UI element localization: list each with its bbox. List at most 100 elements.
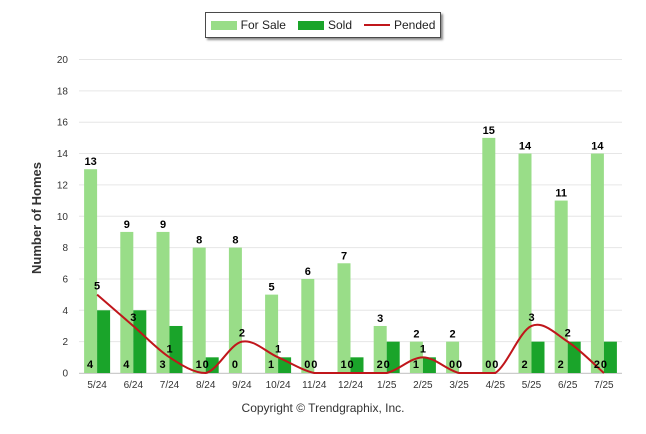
data-label-pended: 2 (565, 328, 571, 340)
data-label-for-sale: 6 (305, 266, 311, 278)
x-tick-label: 11/24 (302, 380, 327, 391)
bar-sold (97, 310, 111, 373)
bar-for-sale (156, 231, 170, 373)
legend-swatch (210, 20, 237, 30)
data-label-sold: 1 (413, 359, 419, 371)
data-label-sold: 0 (304, 359, 310, 371)
bar-sold (169, 325, 183, 373)
data-label-for-sale: 8 (232, 235, 238, 247)
bar-for-sale (192, 247, 206, 373)
x-axis-ticks: 5/24 6/24 7/24 8/24 9/24 10/24 11/24 12/24 1/25 2… (87, 380, 614, 391)
pended-line-path (96, 293, 605, 375)
data-label-for-sale: 14 (591, 141, 604, 153)
y-tick-label: 0 (62, 369, 68, 380)
data-label-sold: 2 (558, 359, 564, 371)
bar-for-sale (265, 294, 279, 373)
bar-sold (531, 341, 545, 373)
data-label-pended: 0 (347, 359, 353, 371)
data-label-sold: 0 (485, 359, 491, 371)
data-label-sold: 2 (377, 359, 383, 371)
data-label-sold: 3 (159, 359, 165, 371)
data-label-sold: 4 (87, 359, 94, 371)
data-label-for-sale: 11 (555, 188, 567, 200)
data-label-sold: 1 (196, 359, 202, 371)
data-label-pended: 0 (456, 359, 462, 371)
data-label-pended: 5 (94, 281, 100, 293)
x-tick-label: 1/25 (377, 380, 397, 391)
bar-for-sale (482, 137, 496, 373)
data-label-for-sale: 8 (196, 235, 202, 247)
bar-for-sale (373, 325, 387, 373)
data-label-sold: 2 (594, 359, 600, 371)
data-label-for-sale: 2 (450, 329, 456, 341)
x-tick-label: 12/24 (338, 380, 363, 391)
bar-sold (350, 357, 364, 373)
x-tick-label: 2/25 (413, 380, 433, 391)
x-tick-label: 10/24 (266, 380, 291, 391)
y-tick-label: 8 (62, 243, 68, 254)
data-label-pended: 0 (492, 359, 498, 371)
data-label-pended: 3 (130, 312, 136, 324)
legend-swatch (364, 24, 390, 26)
bar-sold (205, 357, 219, 373)
copyright-text: Copyright © Trendgraphix, Inc. (241, 401, 405, 415)
bar-for-sale (554, 200, 568, 373)
bar-for-sale (409, 341, 423, 373)
legend-item-pended[interactable]: Pended (364, 18, 435, 32)
data-label-pended: 0 (311, 359, 317, 371)
legend-swatch (297, 20, 324, 30)
bar-for-sale (337, 263, 351, 373)
bar-sold (422, 357, 436, 373)
data-label-pended: 3 (528, 312, 534, 324)
x-tick-label: 5/24 (87, 380, 107, 391)
bar-sold (386, 341, 400, 373)
legend-item-sold[interactable]: Sold (297, 18, 352, 32)
data-label-for-sale: 9 (160, 219, 166, 231)
bar-sold (133, 310, 147, 373)
legend-label: Pended (394, 18, 436, 32)
bar-for-sale (120, 231, 134, 373)
x-tick-label: 9/24 (232, 380, 252, 391)
data-label-pended: 0 (203, 359, 209, 371)
data-label-pended: 2 (239, 328, 245, 340)
y-axis-ticks: 0 2 4 6 8 10 12 14 16 18 20 (57, 55, 69, 380)
data-label-for-sale: 3 (377, 313, 383, 325)
y-tick-label: 2 (62, 337, 68, 348)
data-label-sold: 1 (340, 359, 346, 371)
x-tick-label: 3/25 (449, 380, 469, 391)
data-label-sold: 0 (449, 359, 455, 371)
data-label-pended: 1 (166, 343, 172, 355)
bar-for-sale (590, 153, 604, 373)
data-label-pended: 0 (384, 359, 390, 371)
bar-sold (603, 341, 617, 373)
data-label-for-sale: 7 (341, 250, 347, 262)
x-tick-label: 6/24 (124, 380, 144, 391)
y-tick-label: 12 (57, 180, 69, 191)
data-label-for-sale: 14 (519, 141, 532, 153)
y-axis-label: Number of Homes (29, 162, 44, 274)
legend-label: Sold (327, 18, 352, 32)
x-tick-label: 6/25 (558, 380, 578, 391)
legend-item-for-sale[interactable]: For Sale (210, 18, 286, 32)
bars (84, 137, 617, 373)
x-tick-label: 7/25 (594, 380, 614, 391)
bar-for-sale (84, 169, 98, 373)
x-tick-label: 4/25 (486, 380, 506, 391)
legend: For Sale Sold Pended (205, 12, 441, 38)
data-label-pended: 1 (420, 343, 426, 355)
data-label-sold: 2 (521, 359, 527, 371)
data-label-for-sale: 13 (84, 156, 96, 168)
bar-for-sale (301, 278, 315, 373)
x-tick-label: 7/24 (160, 380, 180, 391)
bar-for-sale (446, 341, 460, 373)
legend-label: For Sale (240, 18, 286, 32)
pended-line (96, 293, 605, 375)
y-tick-label: 20 (57, 55, 69, 66)
x-tick-label: 8/24 (196, 380, 216, 391)
y-tick-label: 16 (57, 118, 69, 129)
data-label-for-sale: 2 (413, 329, 419, 341)
bar-for-sale (228, 247, 242, 373)
bar-for-sale (518, 153, 532, 373)
